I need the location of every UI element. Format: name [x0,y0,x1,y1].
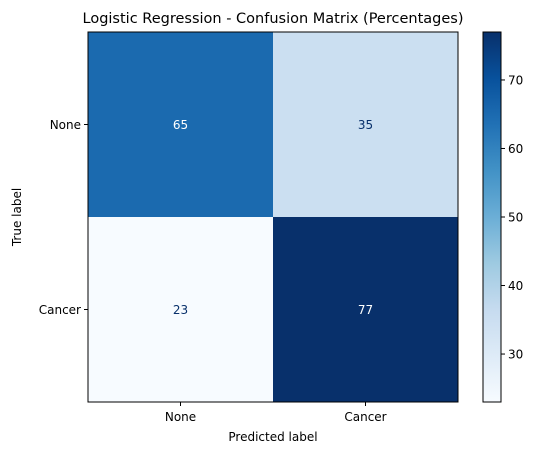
x-axis-label: Predicted label [228,430,317,444]
x-tick-label: Cancer [344,410,386,424]
x-tick-label: None [165,410,196,424]
plot-frame [87,31,459,403]
colorbar [482,31,502,403]
y-tick-label: Cancer [39,303,81,317]
colorbar-tick-label: 30 [508,348,523,362]
cell-value-label: 35 [358,118,373,132]
cell-value-label: 65 [173,118,188,132]
cell-value-label: 23 [173,303,188,317]
colorbar-tick-label: 40 [508,279,523,293]
x-axis-ticks: None Cancer [165,402,387,424]
heatmap-cell [273,217,458,402]
colorbar-ticks: 30 40 50 60 70 [501,73,523,362]
y-tick-label: None [50,118,81,132]
chart-title: Logistic Regression - Confusion Matrix (… [83,11,464,27]
heatmap-cells: 65 35 23 77 [88,32,458,402]
y-axis-ticks: None Cancer [39,118,88,317]
colorbar-tick-label: 60 [508,142,523,156]
heatmap-cell [88,217,273,402]
y-axis-label: True label [10,188,24,247]
heatmap-cell [273,32,458,217]
cell-value-label: 77 [358,303,373,317]
colorbar-tick-label: 50 [508,211,523,225]
heatmap-cell [88,32,273,217]
colorbar-tick-label: 70 [508,73,523,87]
